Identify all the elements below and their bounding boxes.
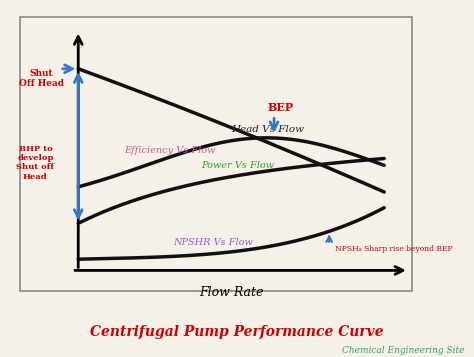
Text: BHP to
develop
Shut off
Head: BHP to develop Shut off Head bbox=[17, 145, 55, 181]
Text: Power Vs Flow: Power Vs Flow bbox=[201, 161, 274, 170]
Text: NPSHₐ Sharp rise beyond BEP: NPSHₐ Sharp rise beyond BEP bbox=[335, 245, 453, 253]
Text: Chemical Engineering Site: Chemical Engineering Site bbox=[342, 346, 464, 356]
Text: Head Vs Flow: Head Vs Flow bbox=[231, 125, 304, 134]
Text: NPSHR Vs Flow: NPSHR Vs Flow bbox=[173, 238, 253, 247]
Text: Efficiency Vs Flow: Efficiency Vs Flow bbox=[124, 146, 216, 155]
Text: Flow Rate: Flow Rate bbox=[199, 286, 264, 299]
Text: BEP: BEP bbox=[267, 102, 293, 113]
Text: Centrifugal Pump Performance Curve: Centrifugal Pump Performance Curve bbox=[90, 325, 384, 338]
Text: Shut
Off Head: Shut Off Head bbox=[19, 69, 64, 88]
